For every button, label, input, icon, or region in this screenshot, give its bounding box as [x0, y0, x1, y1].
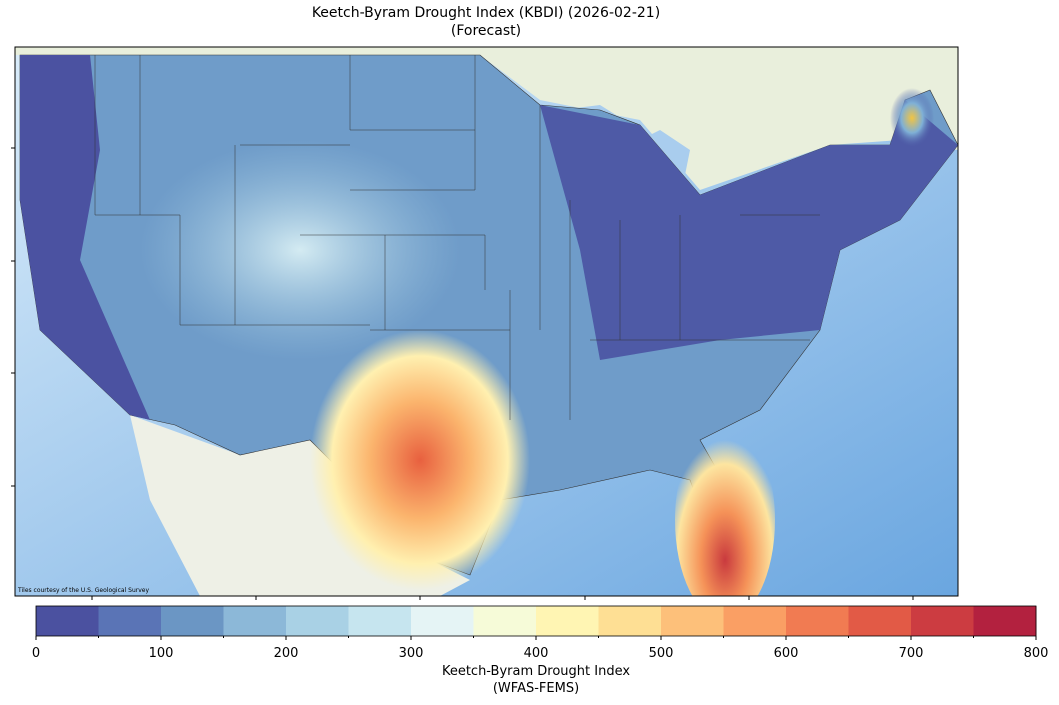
colorbar-segment [98, 606, 162, 636]
colorbar-segment [723, 606, 787, 636]
colorbar: 0 100 200 300 400 500 600 700 800 [32, 605, 1049, 661]
west-coast [20, 55, 150, 420]
colorbar-segment [786, 606, 849, 636]
colorbar-segment [848, 606, 912, 636]
colorbar-segment [36, 606, 99, 636]
colorbar-tick-label: 700 [899, 646, 924, 661]
colorbar-segment [536, 606, 599, 636]
colorbar-tick-label: 300 [399, 646, 424, 661]
colorbar-segment [223, 606, 287, 636]
title: Keetch-Byram Drought Index (KBDI) (2026-… [312, 5, 660, 21]
colorbar-segment [411, 606, 474, 636]
map: Tiles courtesy of the U.S. Geological Su… [15, 47, 958, 596]
subtitle: (Forecast) [451, 23, 521, 39]
florida-dry [675, 420, 775, 596]
texas-dry [310, 330, 530, 590]
state-borders [94, 55, 820, 420]
colorbar-tick-label: 600 [774, 646, 799, 661]
colorbar-tick-label: 400 [524, 646, 549, 661]
colorbar-tick-label: 200 [274, 646, 299, 661]
colorbar-segment [286, 606, 349, 636]
colorbar-segment [161, 606, 224, 636]
colorbar-tick-label: 500 [649, 646, 674, 661]
colorbar-label: Keetch-Byram Drought Index [442, 664, 630, 679]
colorbar-segment [973, 606, 1037, 636]
colorbar-segment [661, 606, 724, 636]
colorbar-segment [473, 606, 537, 636]
colorbar-sublabel: (WFAS-FEMS) [493, 681, 579, 696]
colorbar-segment [348, 606, 412, 636]
axis-ticks [11, 147, 914, 600]
colorbar-tick-label: 800 [1024, 646, 1049, 661]
east [540, 100, 958, 360]
plains-light [140, 140, 460, 360]
map-frame [14, 46, 959, 597]
colorbar-segment [598, 606, 662, 636]
canada [15, 47, 958, 190]
colorbar-tick-label: 100 [149, 646, 174, 661]
maine-dry [890, 88, 934, 148]
colorbar-tick-label: 0 [32, 646, 40, 661]
attribution: Tiles courtesy of the U.S. Geological Su… [17, 587, 149, 594]
colorbar-segment [911, 606, 974, 636]
